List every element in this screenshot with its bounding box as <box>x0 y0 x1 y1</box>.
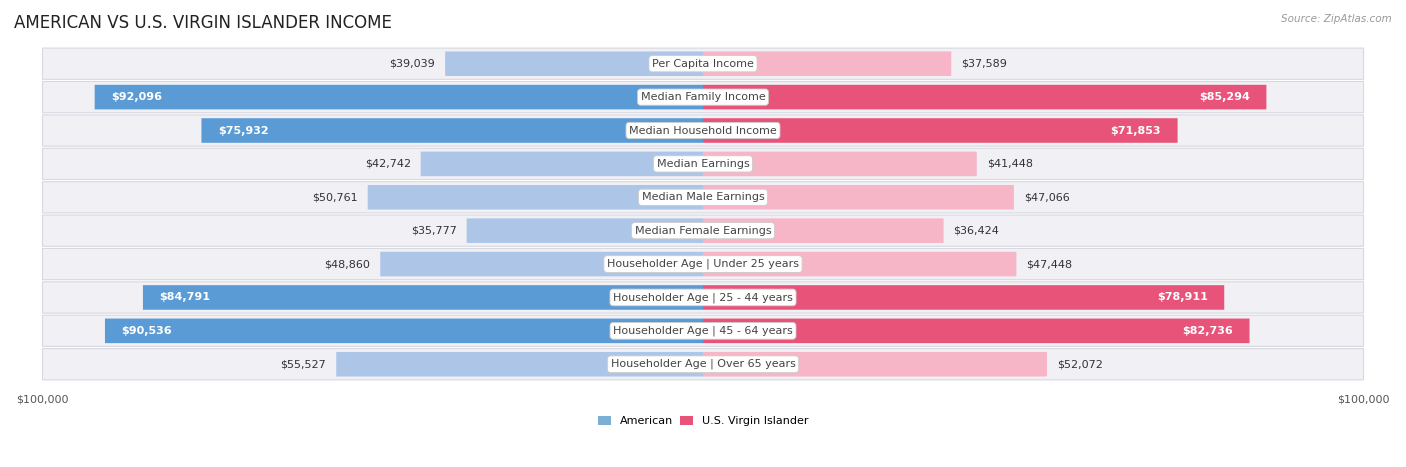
FancyBboxPatch shape <box>703 118 1178 143</box>
FancyBboxPatch shape <box>105 318 703 343</box>
Text: $71,853: $71,853 <box>1111 126 1161 135</box>
Text: $78,911: $78,911 <box>1157 292 1208 303</box>
Text: Median Female Earnings: Median Female Earnings <box>634 226 772 236</box>
Text: $35,777: $35,777 <box>411 226 457 236</box>
Text: $55,527: $55,527 <box>281 359 326 369</box>
Text: AMERICAN VS U.S. VIRGIN ISLANDER INCOME: AMERICAN VS U.S. VIRGIN ISLANDER INCOME <box>14 14 392 32</box>
FancyBboxPatch shape <box>42 148 1364 179</box>
Text: $37,589: $37,589 <box>962 59 1007 69</box>
FancyBboxPatch shape <box>42 282 1364 313</box>
FancyBboxPatch shape <box>420 152 703 176</box>
FancyBboxPatch shape <box>703 219 943 243</box>
Text: Median Male Earnings: Median Male Earnings <box>641 192 765 202</box>
FancyBboxPatch shape <box>42 182 1364 213</box>
Text: $36,424: $36,424 <box>953 226 1000 236</box>
FancyBboxPatch shape <box>42 48 1364 79</box>
Text: $50,761: $50,761 <box>312 192 357 202</box>
FancyBboxPatch shape <box>42 215 1364 246</box>
FancyBboxPatch shape <box>703 185 1014 210</box>
Text: $39,039: $39,039 <box>389 59 436 69</box>
Text: Median Household Income: Median Household Income <box>628 126 778 135</box>
FancyBboxPatch shape <box>42 248 1364 280</box>
FancyBboxPatch shape <box>42 315 1364 347</box>
FancyBboxPatch shape <box>703 85 1267 109</box>
FancyBboxPatch shape <box>703 318 1250 343</box>
FancyBboxPatch shape <box>703 51 952 76</box>
Text: $90,536: $90,536 <box>121 326 172 336</box>
Text: $82,736: $82,736 <box>1182 326 1233 336</box>
Text: Per Capita Income: Per Capita Income <box>652 59 754 69</box>
FancyBboxPatch shape <box>143 285 703 310</box>
FancyBboxPatch shape <box>94 85 703 109</box>
FancyBboxPatch shape <box>201 118 703 143</box>
FancyBboxPatch shape <box>703 352 1047 376</box>
Text: $84,791: $84,791 <box>159 292 211 303</box>
FancyBboxPatch shape <box>380 252 703 276</box>
Text: Householder Age | Under 25 years: Householder Age | Under 25 years <box>607 259 799 269</box>
Legend: American, U.S. Virgin Islander: American, U.S. Virgin Islander <box>593 412 813 431</box>
Text: $92,096: $92,096 <box>111 92 162 102</box>
FancyBboxPatch shape <box>336 352 703 376</box>
Text: Householder Age | 45 - 64 years: Householder Age | 45 - 64 years <box>613 325 793 336</box>
Text: $48,860: $48,860 <box>325 259 370 269</box>
Text: Median Family Income: Median Family Income <box>641 92 765 102</box>
Text: $47,066: $47,066 <box>1024 192 1070 202</box>
FancyBboxPatch shape <box>467 219 703 243</box>
FancyBboxPatch shape <box>703 252 1017 276</box>
Text: Householder Age | 25 - 44 years: Householder Age | 25 - 44 years <box>613 292 793 303</box>
FancyBboxPatch shape <box>446 51 703 76</box>
Text: Householder Age | Over 65 years: Householder Age | Over 65 years <box>610 359 796 369</box>
FancyBboxPatch shape <box>703 152 977 176</box>
FancyBboxPatch shape <box>42 81 1364 113</box>
FancyBboxPatch shape <box>42 115 1364 146</box>
Text: $42,742: $42,742 <box>364 159 411 169</box>
Text: $75,932: $75,932 <box>218 126 269 135</box>
FancyBboxPatch shape <box>703 285 1225 310</box>
Text: $52,072: $52,072 <box>1057 359 1102 369</box>
FancyBboxPatch shape <box>42 348 1364 380</box>
Text: $41,448: $41,448 <box>987 159 1032 169</box>
Text: $85,294: $85,294 <box>1199 92 1250 102</box>
Text: Median Earnings: Median Earnings <box>657 159 749 169</box>
Text: Source: ZipAtlas.com: Source: ZipAtlas.com <box>1281 14 1392 24</box>
Text: $47,448: $47,448 <box>1026 259 1073 269</box>
FancyBboxPatch shape <box>368 185 703 210</box>
